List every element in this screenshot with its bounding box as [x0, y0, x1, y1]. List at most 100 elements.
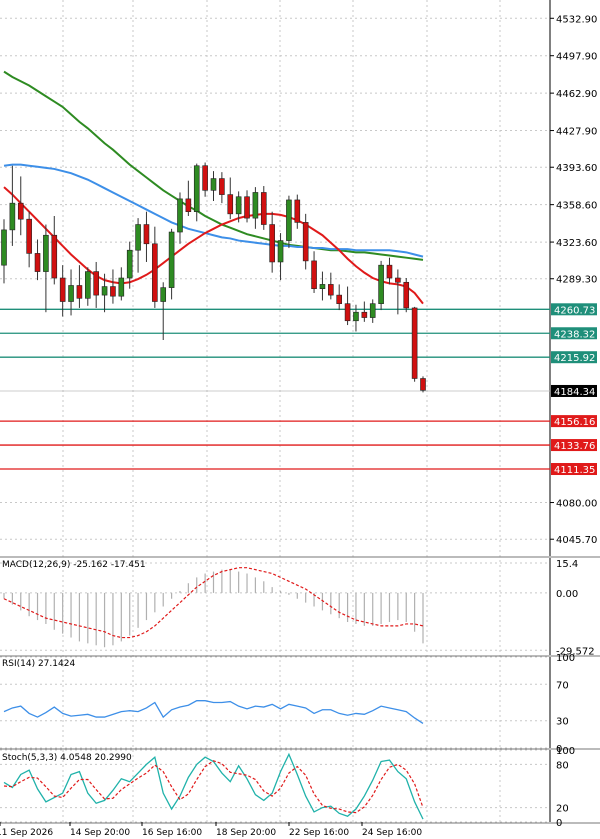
candle-body [185, 198, 192, 213]
macd-panel [3, 567, 424, 648]
candle-body [286, 199, 292, 241]
time-axis: 11 Sep 2026 14 Sep 20:00 16 Sep 16:00 18 Se… [0, 822, 422, 838]
candle-body [76, 285, 83, 299]
price-level-label: 4238.32 [554, 329, 595, 340]
candle-body [168, 231, 175, 288]
candle-body [160, 287, 167, 302]
candle-body [177, 198, 183, 233]
current-price-tag [551, 384, 597, 397]
rsi-tick-label: 30 [556, 717, 569, 728]
price-tick-label: 4497.90 [556, 52, 597, 63]
candle-body [319, 284, 326, 289]
price-level-tag [551, 351, 597, 364]
time-tick-label: 14 Sep 20:00 [70, 828, 130, 838]
price-level-tag [551, 439, 597, 452]
price-level-tag [551, 303, 597, 316]
price-tick-label: 4289.30 [556, 275, 597, 286]
time-tick-label: 18 Sep 20:00 [216, 828, 276, 838]
price-tick-label: 4080.00 [556, 499, 597, 510]
indicator-title: Stoch(5,3,3) 4.0548 20.2990 [2, 753, 132, 763]
candle-body [85, 271, 91, 299]
macd-tick-label: 15.4 [556, 559, 578, 570]
price-tick-label: 4323.60 [556, 238, 597, 249]
candle-body [17, 202, 24, 220]
candle-body [193, 165, 200, 213]
price-level-label: 4260.73 [554, 305, 595, 316]
price-tick-label: 4045.70 [556, 535, 597, 546]
candle-body [336, 294, 343, 304]
rsi-panel [3, 700, 424, 724]
candle-body [126, 249, 133, 279]
candle-body [26, 218, 32, 254]
candle-body [135, 224, 141, 251]
candle-body [260, 192, 267, 225]
candle-body [101, 286, 108, 296]
candle-body [403, 281, 410, 309]
candle-body [294, 199, 301, 223]
stoch-tick-label: 0 [556, 818, 562, 829]
candle-body [93, 271, 99, 296]
rsi-tick-label: 0 [556, 744, 562, 755]
candle-body [378, 264, 384, 304]
candle-body [202, 165, 208, 191]
current-price-label: 4184.34 [554, 387, 595, 398]
moving-average-line [3, 186, 424, 305]
stoch-tick-label: 20 [556, 804, 569, 815]
price-level-label: 4215.92 [554, 353, 595, 364]
price-tick-label: 4393.60 [556, 163, 597, 174]
macd-tick-label: 0.00 [556, 589, 578, 600]
macd-signal-line [3, 567, 424, 639]
indicator-titles: MACD(12,26,9) -25.162 -17.451 RSI(14) 27.… [2, 560, 146, 763]
candle-body [110, 286, 116, 297]
stochastic-panel [3, 752, 424, 820]
candle-body [411, 307, 418, 379]
candle-body [1, 229, 7, 266]
stoch-tick-label: 100 [556, 746, 575, 757]
candle-body [43, 234, 49, 272]
candle-body [344, 303, 351, 322]
rsi-line [3, 700, 424, 724]
time-tick-label: 24 Sep 16:00 [362, 828, 422, 838]
price-level-label: 4156.16 [554, 417, 595, 428]
price-tick-label: 4427.90 [556, 127, 597, 138]
rsi-tick-label: 70 [556, 680, 569, 691]
candle-body [361, 311, 368, 318]
price-tick-label: 4532.90 [556, 14, 597, 25]
price-level-tag [551, 463, 597, 476]
candle-body [311, 260, 317, 289]
candle-body [59, 277, 66, 302]
candle-body [227, 194, 234, 215]
price-axis: 4532.90 4497.90 4462.90 4427.90 4393.60 4358.… [550, 14, 597, 829]
candle-body [235, 196, 242, 215]
time-tick-label: 22 Sep 16:00 [289, 828, 349, 838]
candle-body [152, 243, 158, 302]
moving-average-line [3, 163, 424, 258]
price-level-tag [551, 327, 597, 340]
candle-body [219, 178, 225, 195]
price-level-tag [551, 415, 597, 428]
candle-body [51, 234, 58, 279]
horizontal-levels [0, 308, 550, 470]
candle-body [252, 192, 259, 219]
moving-average-lines [3, 70, 424, 305]
stoch-tick-label: 80 [556, 760, 569, 771]
candle-body [328, 284, 334, 296]
candle-body [118, 277, 125, 297]
price-level-label: 4111.35 [554, 465, 595, 476]
candle-body [369, 303, 376, 318]
candle-body [395, 277, 401, 283]
candle-body [9, 202, 16, 231]
macd-tick-label: -29.572 [556, 646, 595, 657]
indicator-title: MACD(12,26,9) -25.162 -17.451 [2, 560, 146, 570]
candle-body [68, 285, 74, 302]
candle-body [386, 264, 393, 279]
candle-body [302, 222, 309, 262]
candle-body [143, 224, 150, 245]
rsi-tick-label: 100 [556, 653, 575, 664]
candle-body [34, 253, 41, 272]
candlestick-series [1, 162, 426, 393]
candle-body [353, 311, 359, 322]
price-tick-label: 4462.90 [556, 89, 597, 100]
